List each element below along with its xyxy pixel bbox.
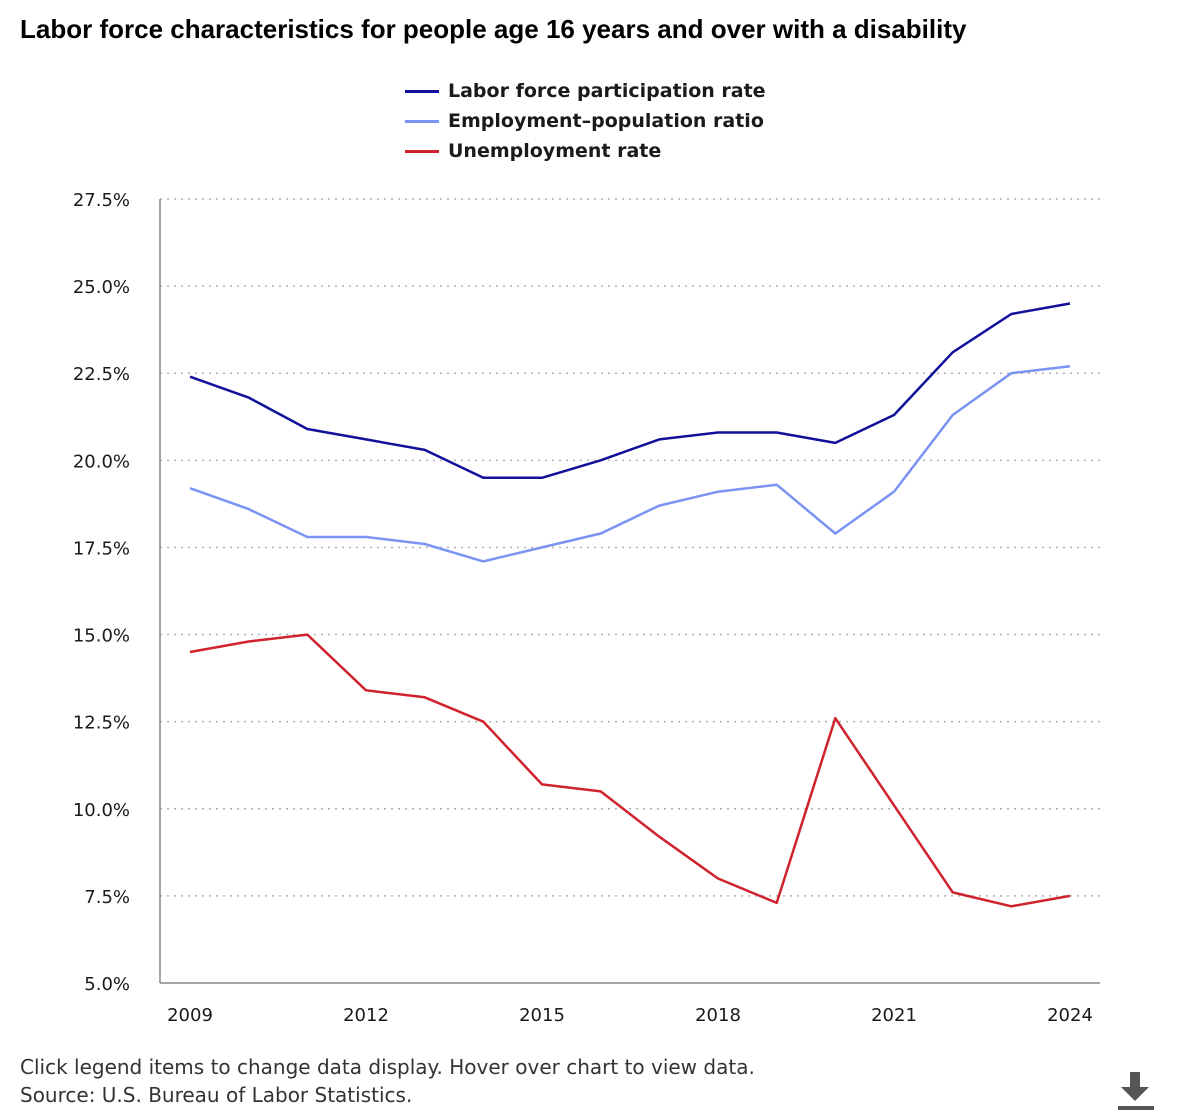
y-tick-label: 17.5% [73,538,130,559]
x-tick-label: 2021 [871,1005,917,1026]
x-tick-label: 2015 [519,1005,565,1026]
legend-item-labor-force-participation[interactable]: Labor force participation rate [405,76,766,106]
legend-label: Unemployment rate [448,140,662,162]
series-line-1 [189,302,1071,480]
y-tick-label: 7.5% [84,887,130,908]
y-tick-label: 15.0% [73,626,130,647]
y-tick-label: 22.5% [73,364,130,385]
download-button[interactable] [1116,1070,1156,1114]
download-icon [1118,1072,1154,1110]
y-tick-label: 10.0% [73,800,130,821]
x-tick-label: 2024 [1047,1005,1093,1026]
x-tick-label: 2012 [343,1005,389,1026]
y-tick-label: 5.0% [84,974,130,995]
y-tick-label: 12.5% [73,713,130,734]
line-chart[interactable]: 27.5% 25.0% 22.5% 20.0% 17.5% 15.0% 12.5% 10.0%… [0,180,1180,1040]
series-line-3 [189,633,1071,908]
chart-title: Labor force characteristics for people a… [20,14,967,44]
x-tick-label: 2018 [695,1005,741,1026]
y-tick-label: 27.5% [73,190,130,211]
legend-item-employment-population[interactable]: Employment–population ratio [405,106,766,136]
chart-instructions: Click legend items to change data displa… [20,1055,755,1079]
chart-source: Source: U.S. Bureau of Labor Statistics. [20,1083,413,1107]
chart-legend: Labor force participation rate Employmen… [405,76,766,166]
y-tick-label: 20.0% [73,451,130,472]
legend-label: Labor force participation rate [448,80,766,102]
x-tick-label: 2009 [167,1005,213,1026]
y-tick-label: 25.0% [73,277,130,298]
legend-swatch [405,89,439,93]
legend-swatch [405,119,439,123]
legend-label: Employment–population ratio [448,110,764,132]
legend-swatch [405,149,439,153]
legend-item-unemployment[interactable]: Unemployment rate [405,136,766,166]
series-line-2 [189,365,1071,563]
